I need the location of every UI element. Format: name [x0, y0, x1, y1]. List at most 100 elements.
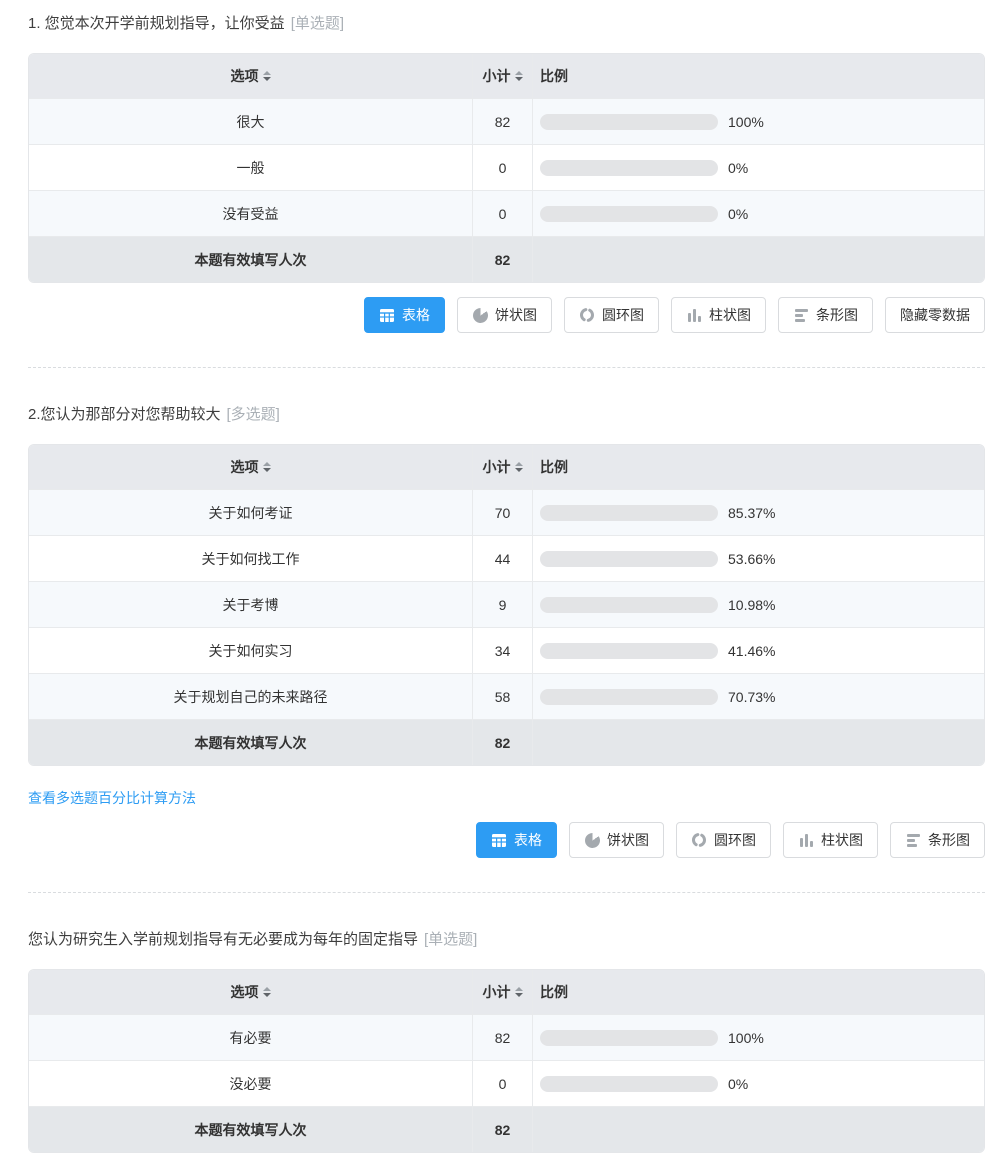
multi-select-percentage-help-link[interactable]: 查看多选题百分比计算方法: [28, 790, 196, 806]
option-label: 很大: [236, 113, 265, 130]
sort-icon[interactable]: [262, 987, 271, 997]
ratio-header-label: 比例: [540, 984, 568, 1000]
question-2-title: 2.您认为那部分对您帮助较大 [多选题]: [28, 403, 985, 424]
column-chart-icon: [798, 832, 814, 848]
footer-count: 82: [472, 720, 533, 765]
pie-chart-button[interactable]: 饼状图: [457, 297, 552, 333]
question-3-table: 选项 小计 比例 有必要 82 100% 没必要 0 0% 本题有效填写人次 8…: [28, 969, 985, 1153]
sort-icon[interactable]: [262, 71, 271, 81]
sort-icon[interactable]: [262, 462, 271, 472]
ratio-cell: 41.46%: [533, 628, 984, 673]
count-value: 70: [472, 490, 533, 535]
section-divider: [28, 367, 985, 368]
count-header-label: 小计: [482, 459, 511, 475]
table-icon: [379, 307, 395, 323]
ratio-header-label: 比例: [540, 459, 568, 475]
table-row: 关于规划自己的未来路径 58 70.73%: [29, 673, 984, 719]
question-3-title: 您认为研究生入学前规划指导有无必要成为每年的固定指导 [单选题]: [28, 928, 985, 949]
progress-track: [540, 596, 718, 613]
ratio-header-label: 比例: [540, 68, 568, 84]
pie-chart-icon: [581, 829, 603, 851]
footer-ratio-cell: [533, 1107, 984, 1152]
table-header-row: 选项 小计 比例: [29, 445, 984, 489]
column-chart-label: 柱状图: [709, 307, 751, 323]
progress-track: [540, 113, 718, 130]
ratio-cell: 0%: [533, 191, 984, 236]
question-1-chart-toggle: 表格 饼状图 圆环图 柱状图 条形图 隐藏零数据: [28, 297, 985, 333]
question-1-type-tag: [单选题]: [290, 15, 345, 32]
footer-ratio-cell: [533, 720, 984, 765]
column-chart-label: 柱状图: [821, 832, 863, 848]
count-value: 82: [472, 1015, 533, 1060]
question-1-table: 选项 小计 比例 很大 82 100% 一般 0 0% 没有受益 0 0%: [28, 53, 985, 283]
percent-label: 53.66%: [728, 550, 776, 567]
donut-chart-label: 圆环图: [714, 832, 756, 848]
ratio-column-header: 比例: [533, 970, 984, 1014]
table-row: 一般 0 0%: [29, 144, 984, 190]
ratio-cell: 0%: [533, 1061, 984, 1106]
bar-chart-label: 条形图: [816, 307, 858, 323]
percent-label: 85.37%: [728, 504, 776, 521]
column-chart-button[interactable]: 柱状图: [671, 297, 766, 333]
table-view-label: 表格: [402, 307, 430, 323]
percent-label: 0%: [728, 205, 749, 222]
percent-label: 100%: [728, 1029, 764, 1046]
option-label: 一般: [236, 159, 265, 176]
count-value: 0: [472, 145, 533, 190]
hide-zero-data-button[interactable]: 隐藏零数据: [885, 297, 985, 333]
progress-track: [540, 205, 718, 222]
sort-icon[interactable]: [514, 462, 523, 472]
percent-label: 0%: [728, 159, 749, 176]
question-1-title: 1. 您觉本次开学前规划指导，让你受益 [单选题]: [28, 12, 985, 33]
option-label: 关于如何找工作: [201, 550, 300, 567]
hide-zero-data-label: 隐藏零数据: [900, 307, 970, 323]
progress-track: [540, 1075, 718, 1092]
table-row: 有必要 82 100%: [29, 1014, 984, 1060]
count-header-label: 小计: [482, 68, 511, 84]
ratio-cell: 100%: [533, 99, 984, 144]
option-label: 没必要: [229, 1075, 272, 1092]
table-footer-row: 本题有效填写人次 82: [29, 719, 984, 765]
percent-label: 10.98%: [728, 596, 776, 613]
progress-track: [540, 642, 718, 659]
option-label: 关于考博: [222, 596, 279, 613]
option-column-header[interactable]: 选项: [29, 970, 472, 1014]
percent-label: 0%: [728, 1075, 749, 1092]
table-view-button[interactable]: 表格: [364, 297, 445, 333]
progress-track: [540, 159, 718, 176]
option-label: 关于如何考证: [208, 504, 293, 521]
option-label: 有必要: [229, 1029, 272, 1046]
percent-label: 70.73%: [728, 688, 776, 705]
sort-icon[interactable]: [514, 987, 523, 997]
count-column-header[interactable]: 小计: [472, 54, 533, 98]
count-column-header[interactable]: 小计: [472, 970, 533, 1014]
ratio-column-header: 比例: [533, 445, 984, 489]
bar-chart-label: 条形图: [928, 832, 970, 848]
bar-chart-icon: [905, 832, 921, 848]
question-2-title-text: 2.您认为那部分对您帮助较大: [28, 406, 221, 423]
donut-chart-button[interactable]: 圆环图: [676, 822, 771, 858]
option-column-header[interactable]: 选项: [29, 445, 472, 489]
ratio-cell: 53.66%: [533, 536, 984, 581]
sort-icon[interactable]: [514, 71, 523, 81]
donut-chart-button[interactable]: 圆环图: [564, 297, 659, 333]
option-column-header[interactable]: 选项: [29, 54, 472, 98]
question-3-title-text: 您认为研究生入学前规划指导有无必要成为每年的固定指导: [28, 931, 419, 948]
footer-label: 本题有效填写人次: [194, 251, 307, 268]
bar-chart-button[interactable]: 条形图: [778, 297, 873, 333]
pie-chart-label: 饼状图: [607, 832, 649, 848]
pie-chart-button[interactable]: 饼状图: [569, 822, 664, 858]
progress-track: [540, 688, 718, 705]
question-2-chart-toggle: 表格 饼状图 圆环图 柱状图 条形图: [28, 822, 985, 858]
bar-chart-button[interactable]: 条形图: [890, 822, 985, 858]
column-chart-button[interactable]: 柱状图: [783, 822, 878, 858]
table-view-button[interactable]: 表格: [476, 822, 557, 858]
pie-chart-icon: [469, 304, 491, 326]
option-label: 关于如何实习: [208, 642, 293, 659]
count-column-header[interactable]: 小计: [472, 445, 533, 489]
count-value: 58: [472, 674, 533, 719]
table-footer-row: 本题有效填写人次 82: [29, 1106, 984, 1152]
table-row: 关于如何实习 34 41.46%: [29, 627, 984, 673]
progress-track: [540, 1029, 718, 1046]
footer-count: 82: [472, 1107, 533, 1152]
